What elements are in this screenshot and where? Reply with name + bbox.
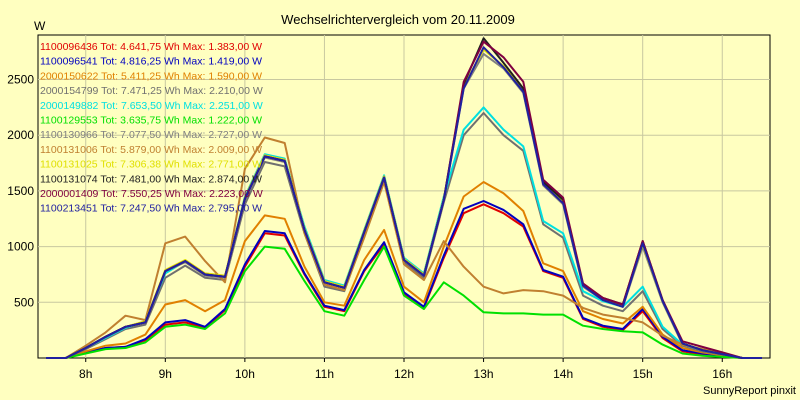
- series-line-12: [46, 46, 762, 359]
- legend-entry-5: 2000149882 Tot: 7.653,50 Wh Max: 2.251,0…: [40, 100, 263, 112]
- legend-entry-10: 1100131074 Tot: 7.481,00 Wh Max: 2.874,0…: [40, 173, 262, 185]
- y-tick-label: 1500: [7, 184, 34, 198]
- y-axis-label: W: [34, 19, 46, 33]
- legend-entry-7: 1100130966 Tot: 7.077,50 Wh Max: 2.727,0…: [40, 129, 262, 141]
- series-line-3: [46, 181, 762, 359]
- y-tick-label: 2500: [7, 73, 34, 87]
- legend-entry-4: 2000154799 Tot: 7.471,25 Wh Max: 2.210,0…: [40, 85, 263, 97]
- legend-entry-8: 1100131006 Tot: 5.879,00 Wh Max: 2.009,0…: [40, 144, 262, 156]
- chart-title: Wechselrichtervergleich vom 20.11.2009: [281, 12, 515, 27]
- x-tick-label: 11h: [315, 367, 334, 381]
- series-line-6: [46, 245, 762, 359]
- legend-entry-2: 1100096541 Tot: 4.816,25 Wh Max: 1.419,0…: [40, 56, 262, 68]
- x-tick-label: 10h: [235, 367, 255, 381]
- x-tick-label: 9h: [159, 367, 172, 381]
- legend-entry-1: 1100096436 Tot: 4.641,75 Wh Max: 1.383,0…: [40, 41, 262, 53]
- legend-entry-3: 2000150622 Tot: 5.411,25 Wh Max: 1.590,0…: [40, 70, 262, 82]
- legend-entry-12: 1100213451 Tot: 7.247,50 Wh Max: 2.795,0…: [40, 203, 262, 215]
- legend-entry-6: 1100129553 Tot: 3.635,75 Wh Max: 1.222,0…: [40, 115, 262, 127]
- x-tick-label: 8h: [79, 367, 92, 381]
- credit-label: SunnyReport pinxit: [703, 385, 796, 397]
- series-line-8: [46, 136, 762, 359]
- x-tick-label: 12h: [394, 367, 414, 381]
- y-tick-label: 2000: [7, 128, 34, 142]
- plot-area: 500 1000 1500 2000 2500 8h 9h 10h 11h 12h 13h 14h 15…: [7, 34, 771, 381]
- legend-entry-11: 2000001409 Tot: 7.550,25 Wh Max: 2.223,0…: [40, 188, 263, 200]
- y-tick-label: 1000: [7, 240, 34, 254]
- legend-entry-9: 1100131025 Tot: 7.306,38 Wh Max: 2.771,0…: [40, 159, 262, 171]
- x-tick-label: 14h: [553, 367, 573, 381]
- x-tick-label: 15h: [633, 367, 653, 381]
- x-tick-label: 13h: [474, 367, 494, 381]
- y-tick-label: 500: [14, 295, 34, 309]
- series-line-2: [46, 200, 762, 359]
- x-tick-label: 16h: [712, 367, 732, 381]
